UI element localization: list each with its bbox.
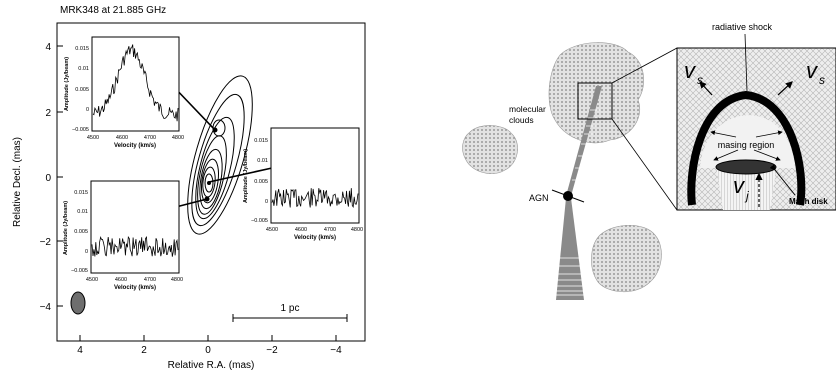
jet-lower <box>556 198 584 300</box>
inset-y-tick: 0.005 <box>75 87 89 93</box>
inset-y-tick: 0.005 <box>254 179 268 185</box>
molecular-clouds <box>462 42 662 293</box>
vs-symbol: v <box>806 58 819 83</box>
cloud-left <box>462 125 518 174</box>
label-agn: AGN <box>529 193 549 203</box>
main-plot-frame <box>56 22 366 342</box>
left-panel: MRK348 at 21.885 GHz 4 2 0 −2 −4 Relativ… <box>12 5 366 371</box>
inset-y-tick: −0.005 <box>72 127 89 133</box>
inset-spectrum-right: 0.015 0.01 0.005 0 −0.005 4500 4600 4700… <box>243 127 363 241</box>
leader-dots <box>204 127 218 202</box>
jet <box>556 86 602 300</box>
x-axis-label: Relative R.A. (mas) <box>168 360 255 371</box>
x-axis-ticks: 4 2 0 −2 −4 <box>77 335 342 356</box>
zoom-line-bottom <box>611 118 678 211</box>
x-tick-label: 2 <box>141 345 147 356</box>
label-radiative-shock: radiative shock <box>712 22 773 32</box>
inset-x-tick: 4700 <box>324 227 336 233</box>
y-tick-label: −2 <box>40 237 52 248</box>
inset-x-label: Velocity (km/s) <box>114 285 156 291</box>
mach-disk <box>715 159 777 175</box>
label-mach-disk: Mach disk <box>789 197 828 206</box>
spectrum-line <box>92 44 179 122</box>
inset-x-tick: 4500 <box>266 227 278 233</box>
inset-x-label: Velocity (km/s) <box>294 235 336 241</box>
inset-x-tick: 4700 <box>144 277 156 283</box>
inset-y-tick: −0.005 <box>251 218 268 224</box>
label-molecular-line-2: clouds <box>509 115 534 125</box>
vs-subscript: s <box>697 73 703 87</box>
mach-disk-leader <box>769 164 796 196</box>
inset-y-tick: 0.005 <box>74 229 88 235</box>
inset-x-tick: 4800 <box>171 277 183 283</box>
vj-symbol: v <box>733 173 746 198</box>
vj-subscript: j <box>744 189 749 203</box>
contour-map <box>187 75 253 235</box>
x-tick-label: 4 <box>77 345 83 356</box>
inset-x-tick: 4800 <box>172 135 184 141</box>
inset-y-tick: 0 <box>85 249 88 255</box>
inset-y-label: Amplitude (Jy/beam) <box>63 201 69 255</box>
spectrum-line <box>91 235 179 257</box>
inset-x-tick: 4600 <box>295 227 307 233</box>
inset-y-tick: 0 <box>265 199 268 205</box>
inset-y-tick: 0.015 <box>75 46 89 52</box>
inset-spectrum-bottom-left: 0.015 0.01 0.005 0 −0.005 4500 4600 4700… <box>63 180 183 291</box>
inset-x-tick: 4800 <box>351 227 363 233</box>
inset-x-tick: 4600 <box>116 135 128 141</box>
label-masing-region: masing region <box>718 140 775 150</box>
inset-y-tick: 0.01 <box>77 209 88 215</box>
inset-y-tick: 0.015 <box>254 138 268 144</box>
label-vs-right: v s <box>806 58 825 87</box>
inset-y-tick: −0.005 <box>71 268 88 274</box>
inset-y-tick: 0 <box>86 107 89 113</box>
jet-upper <box>566 86 602 196</box>
y-axis-ticks: 4 2 0 −2 −4 <box>40 42 63 313</box>
x-tick-label: 0 <box>205 345 211 356</box>
inset-x-tick: 4500 <box>86 277 98 283</box>
inset-spectrum-top-left: 0.015 0.01 0.005 0 −0.005 4500 4600 4700… <box>64 36 184 149</box>
vs-subscript: s <box>819 73 825 87</box>
scale-bar-label: 1 pc <box>281 303 300 314</box>
left-title: MRK348 at 21.885 GHz <box>60 5 166 16</box>
label-vs-left: v s <box>684 58 703 87</box>
y-tick-label: −4 <box>40 302 52 313</box>
inset-y-tick: 0.01 <box>257 158 268 164</box>
masing-region <box>700 115 795 168</box>
spectrum-line <box>271 188 359 209</box>
y-axis-label: Relative Decl. (mas) <box>12 137 23 227</box>
zoom-line-top <box>611 47 678 84</box>
vs-symbol: v <box>684 58 697 83</box>
x-tick-label: −2 <box>266 345 278 356</box>
zoom-source-box <box>577 82 613 120</box>
y-tick-label: 4 <box>45 42 51 53</box>
right-panel: molecular clouds <box>462 22 836 300</box>
y-tick-label: 2 <box>45 108 51 119</box>
inset-y-label: Amplitude (Jy/beam) <box>243 149 249 203</box>
radiative-shock-bow <box>687 90 806 206</box>
inset-x-tick: 4700 <box>144 135 156 141</box>
leader-lines <box>171 84 273 209</box>
y-tick-label: 0 <box>45 173 51 184</box>
x-tick-label: −4 <box>330 345 342 356</box>
inset-y-tick: 0.015 <box>74 190 88 196</box>
scale-bar: 1 pc <box>232 303 348 322</box>
inset-x-label: Velocity (km/s) <box>114 143 156 149</box>
shock-detail-box <box>676 47 836 211</box>
radiative-shock-leader <box>744 33 748 92</box>
beam-ellipse <box>70 291 86 315</box>
inset-x-tick: 4600 <box>115 277 127 283</box>
cloud-bottom <box>591 225 662 293</box>
inset-y-tick: 0.01 <box>78 66 89 72</box>
inset-x-tick: 4500 <box>87 135 99 141</box>
inset-y-label: Amplitude (Jy/beam) <box>64 57 70 111</box>
label-vj: v j <box>733 173 749 203</box>
agn-core <box>563 191 573 201</box>
label-molecular-line-1: molecular <box>509 104 546 114</box>
